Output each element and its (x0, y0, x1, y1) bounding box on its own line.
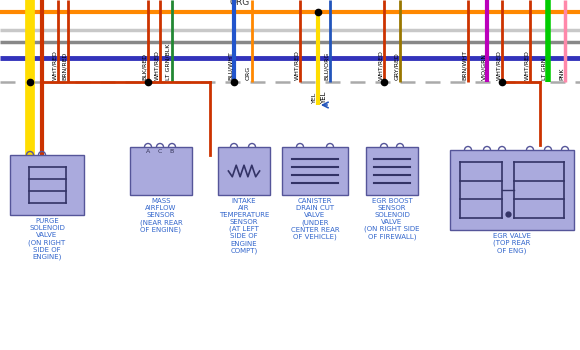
Text: ORG: ORG (246, 66, 251, 80)
Text: LT GRN: LT GRN (542, 58, 547, 80)
Text: INTAKE
AIR
TEMPERATURE
SENSOR
(AT LEFT
SIDE OF
ENGINE
COMPT): INTAKE AIR TEMPERATURE SENSOR (AT LEFT S… (219, 198, 269, 254)
Text: WHT/RED: WHT/RED (496, 50, 501, 80)
Text: VIO/GRN: VIO/GRN (481, 53, 486, 80)
Text: BLU/WHT: BLU/WHT (228, 51, 233, 80)
Text: C: C (158, 149, 162, 154)
Text: GRY/RED: GRY/RED (394, 52, 399, 80)
Text: WHT/RED: WHT/RED (378, 50, 383, 80)
Text: BRN/WHT: BRN/WHT (462, 50, 467, 80)
FancyBboxPatch shape (366, 147, 418, 195)
Text: EGR BOOST
SENSOR
SOLENOID
VALVE
(ON RIGHT SIDE
OF FIREWALL): EGR BOOST SENSOR SOLENOID VALVE (ON RIGH… (364, 198, 420, 240)
Text: PURGE
SOLENOID
VALVE
(ON RIGHT
SIDE OF
ENGINE): PURGE SOLENOID VALVE (ON RIGHT SIDE OF E… (28, 218, 66, 260)
Text: WHT/RED: WHT/RED (52, 50, 57, 80)
Text: YEL: YEL (321, 92, 327, 104)
Text: LT GRN/BLK: LT GRN/BLK (166, 44, 171, 80)
Text: BLK/RED: BLK/RED (142, 53, 147, 80)
Text: ORG: ORG (230, 0, 250, 7)
FancyBboxPatch shape (282, 147, 348, 195)
Text: A: A (146, 149, 150, 154)
Text: WHT/RED: WHT/RED (154, 50, 159, 80)
Text: PNK: PNK (559, 68, 564, 80)
FancyBboxPatch shape (218, 147, 270, 195)
FancyBboxPatch shape (130, 147, 192, 195)
Text: WHT/RED: WHT/RED (294, 50, 299, 80)
Text: CANISTER
DRAIN CUT
VALVE
(UNDER
CENTER REAR
OF VEHICLE): CANISTER DRAIN CUT VALVE (UNDER CENTER R… (291, 198, 339, 240)
Text: EGR VALVE
(TOP REAR
OF ENG): EGR VALVE (TOP REAR OF ENG) (493, 233, 531, 254)
Text: B: B (170, 149, 174, 154)
Text: BLU/ORG: BLU/ORG (324, 52, 329, 80)
Text: BRN/RED: BRN/RED (62, 51, 67, 80)
Text: WHT/RED: WHT/RED (524, 50, 529, 80)
Text: YEL: YEL (312, 92, 317, 103)
FancyBboxPatch shape (450, 150, 574, 230)
FancyBboxPatch shape (10, 155, 84, 215)
Text: MASS
AIRFLOW
SENSOR
(NEAR REAR
OF ENGINE): MASS AIRFLOW SENSOR (NEAR REAR OF ENGINE… (140, 198, 182, 233)
